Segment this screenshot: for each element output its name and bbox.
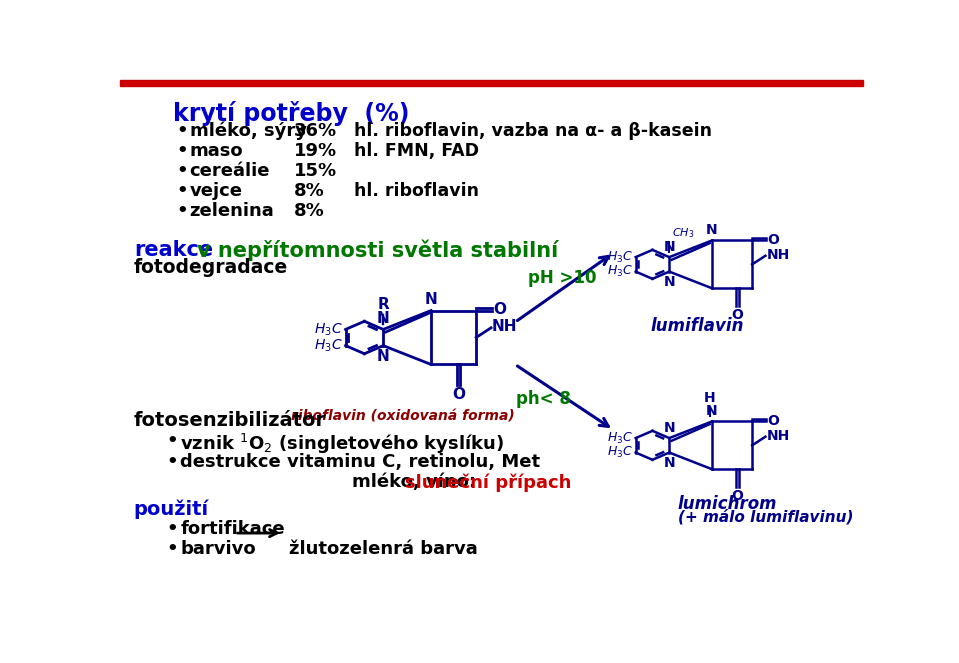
Text: fotodegradace: fotodegradace — [134, 258, 288, 277]
Text: maso: maso — [190, 142, 244, 160]
Text: v nepřítomnosti světla stabilní: v nepřítomnosti světla stabilní — [198, 240, 559, 261]
Text: $H_3C$: $H_3C$ — [606, 430, 633, 446]
Text: vejce: vejce — [190, 182, 243, 200]
Bar — [120, 80, 863, 86]
Text: ph< 8: ph< 8 — [516, 390, 571, 408]
Text: •: • — [166, 453, 178, 471]
Text: $H_3C$: $H_3C$ — [314, 321, 342, 337]
Text: vznik $^1$O$_2$ (singletového kyslíku): vznik $^1$O$_2$ (singletového kyslíku) — [180, 432, 504, 456]
Text: lumiflavin: lumiflavin — [650, 317, 744, 335]
Text: NH: NH — [492, 319, 518, 334]
Text: použití: použití — [134, 499, 209, 518]
Text: O: O — [452, 387, 465, 402]
Text: •: • — [176, 162, 188, 180]
Text: barvivo: barvivo — [180, 540, 256, 558]
Text: hl. riboflavin, vazba na α- a β-kasein: hl. riboflavin, vazba na α- a β-kasein — [354, 122, 712, 140]
Text: O: O — [767, 414, 779, 428]
Text: NH: NH — [766, 429, 789, 443]
Text: destrukce vitaminu C, retinolu, Met: destrukce vitaminu C, retinolu, Met — [180, 453, 541, 471]
Text: cereálie: cereálie — [190, 162, 270, 180]
Text: N: N — [664, 274, 675, 288]
Text: krytí potřeby  (%): krytí potřeby (%) — [173, 101, 409, 126]
Text: fortifikace: fortifikace — [180, 520, 285, 538]
Text: 19%: 19% — [294, 142, 338, 160]
Text: N: N — [377, 349, 389, 364]
Text: NH: NH — [766, 248, 789, 262]
Text: $H_3C$: $H_3C$ — [314, 337, 342, 354]
Text: 8%: 8% — [294, 202, 325, 220]
Text: 15%: 15% — [294, 162, 338, 180]
Text: mléko, víno:: mléko, víno: — [352, 473, 482, 491]
Text: N: N — [664, 421, 675, 435]
Text: •: • — [166, 432, 178, 450]
Text: reakce: reakce — [134, 240, 213, 260]
Text: N: N — [664, 455, 675, 469]
Text: sluneční přípach: sluneční přípach — [405, 473, 572, 491]
Text: N: N — [425, 292, 437, 308]
Text: •: • — [166, 540, 178, 558]
Text: N: N — [664, 240, 675, 254]
Text: •: • — [176, 142, 188, 160]
Text: žlutozelenrá barva: žlutozelenrá barva — [289, 540, 478, 558]
Text: hl. riboflavin: hl. riboflavin — [354, 182, 479, 200]
Text: $H_3C$: $H_3C$ — [606, 264, 633, 279]
Text: hl. FMN, FAD: hl. FMN, FAD — [354, 142, 479, 160]
Text: mléko, sýry: mléko, sýry — [190, 122, 307, 141]
Text: R: R — [378, 298, 389, 312]
Text: H: H — [704, 391, 715, 404]
Text: N: N — [377, 312, 389, 326]
Text: $H_3C$: $H_3C$ — [606, 445, 633, 460]
Text: pH >10: pH >10 — [528, 269, 596, 287]
Text: lumichrom: lumichrom — [678, 495, 778, 513]
Text: O: O — [767, 233, 779, 247]
Text: (+ málo lumiflavinu): (+ málo lumiflavinu) — [678, 509, 854, 524]
Text: •: • — [176, 202, 188, 220]
Text: •: • — [176, 182, 188, 200]
Text: •: • — [176, 122, 188, 140]
Text: O: O — [731, 308, 743, 322]
Text: riboflavin (oxidovaná forma): riboflavin (oxidovaná forma) — [291, 409, 515, 423]
Text: fotosenzibilizátor: fotosenzibilizátor — [134, 410, 326, 430]
Text: O: O — [493, 302, 506, 318]
Text: $H_3C$: $H_3C$ — [606, 249, 633, 265]
Text: $CH_3$: $CH_3$ — [672, 226, 694, 240]
Text: N: N — [706, 223, 717, 237]
Text: O: O — [731, 489, 743, 503]
Text: zelenina: zelenina — [190, 202, 274, 220]
Text: 8%: 8% — [294, 182, 325, 200]
Text: 36%: 36% — [294, 122, 338, 140]
Text: •: • — [166, 520, 178, 538]
Text: N: N — [706, 404, 717, 418]
